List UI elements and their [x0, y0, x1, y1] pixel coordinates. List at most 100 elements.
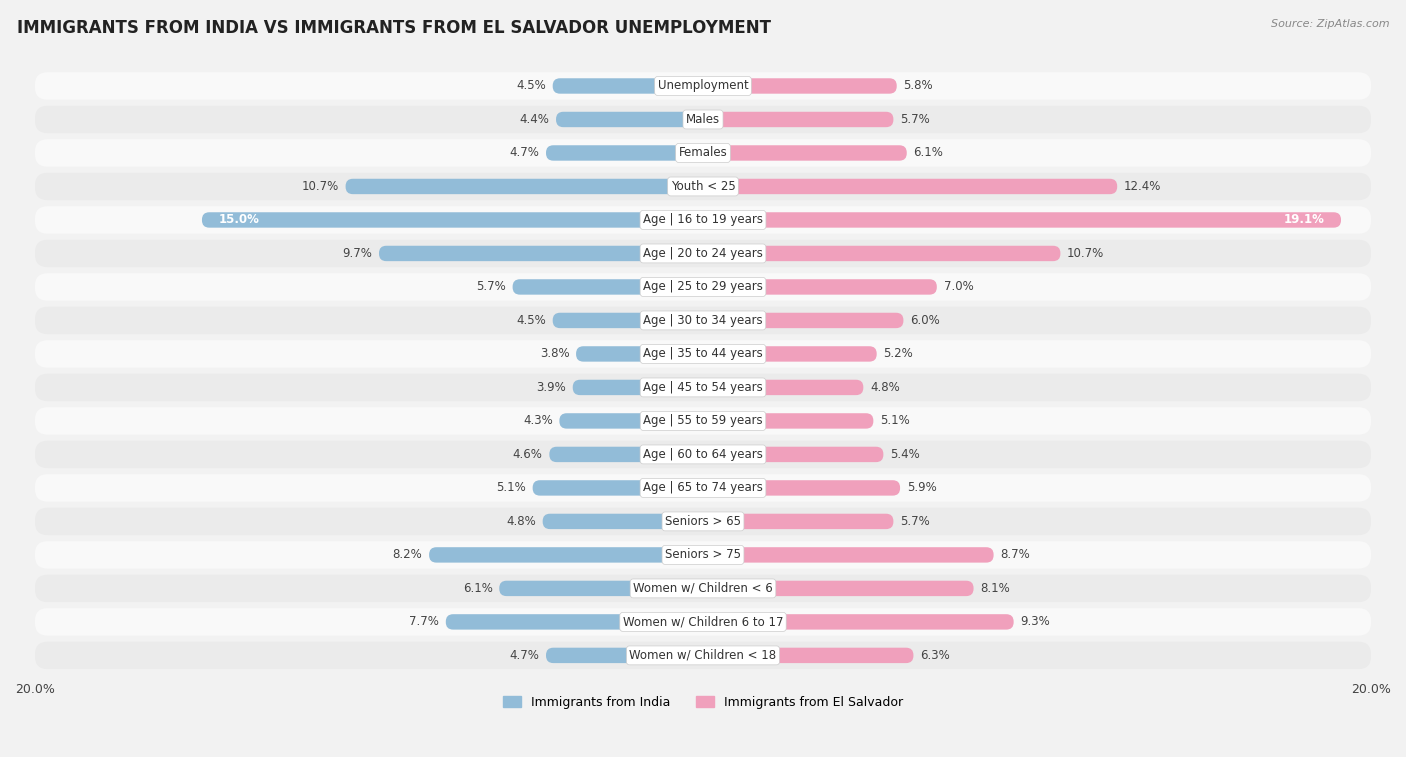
Text: 6.1%: 6.1% — [463, 582, 492, 595]
FancyBboxPatch shape — [35, 206, 1371, 234]
FancyBboxPatch shape — [380, 246, 703, 261]
FancyBboxPatch shape — [35, 474, 1371, 502]
FancyBboxPatch shape — [703, 346, 877, 362]
FancyBboxPatch shape — [35, 508, 1371, 535]
Text: 6.1%: 6.1% — [914, 146, 943, 160]
Text: 7.0%: 7.0% — [943, 280, 973, 294]
Text: 8.1%: 8.1% — [980, 582, 1010, 595]
FancyBboxPatch shape — [533, 480, 703, 496]
Text: Women w/ Children 6 to 17: Women w/ Children 6 to 17 — [623, 615, 783, 628]
FancyBboxPatch shape — [703, 179, 1118, 194]
FancyBboxPatch shape — [202, 212, 703, 228]
Text: 8.2%: 8.2% — [392, 548, 422, 562]
Text: Women w/ Children < 6: Women w/ Children < 6 — [633, 582, 773, 595]
FancyBboxPatch shape — [35, 575, 1371, 602]
Text: 4.5%: 4.5% — [516, 79, 546, 92]
Text: 5.7%: 5.7% — [900, 113, 929, 126]
FancyBboxPatch shape — [35, 374, 1371, 401]
Text: 5.4%: 5.4% — [890, 448, 920, 461]
FancyBboxPatch shape — [553, 313, 703, 328]
Text: Source: ZipAtlas.com: Source: ZipAtlas.com — [1271, 19, 1389, 29]
Text: 19.1%: 19.1% — [1284, 213, 1324, 226]
Text: 4.7%: 4.7% — [509, 146, 540, 160]
Text: 6.0%: 6.0% — [910, 314, 939, 327]
Text: 12.4%: 12.4% — [1123, 180, 1161, 193]
FancyBboxPatch shape — [703, 413, 873, 428]
Text: 5.1%: 5.1% — [496, 481, 526, 494]
FancyBboxPatch shape — [499, 581, 703, 596]
FancyBboxPatch shape — [703, 514, 893, 529]
FancyBboxPatch shape — [513, 279, 703, 294]
Text: Males: Males — [686, 113, 720, 126]
FancyBboxPatch shape — [703, 480, 900, 496]
Text: 4.5%: 4.5% — [516, 314, 546, 327]
FancyBboxPatch shape — [35, 273, 1371, 301]
FancyBboxPatch shape — [703, 145, 907, 160]
FancyBboxPatch shape — [703, 547, 994, 562]
Text: Age | 35 to 44 years: Age | 35 to 44 years — [643, 347, 763, 360]
FancyBboxPatch shape — [35, 72, 1371, 100]
FancyBboxPatch shape — [703, 279, 936, 294]
FancyBboxPatch shape — [35, 240, 1371, 267]
FancyBboxPatch shape — [35, 441, 1371, 468]
Text: 8.7%: 8.7% — [1000, 548, 1031, 562]
Text: 6.3%: 6.3% — [920, 649, 950, 662]
Text: 9.3%: 9.3% — [1021, 615, 1050, 628]
Text: Age | 45 to 54 years: Age | 45 to 54 years — [643, 381, 763, 394]
FancyBboxPatch shape — [703, 648, 914, 663]
FancyBboxPatch shape — [576, 346, 703, 362]
Text: 15.0%: 15.0% — [219, 213, 260, 226]
FancyBboxPatch shape — [703, 614, 1014, 630]
Text: 5.2%: 5.2% — [883, 347, 912, 360]
FancyBboxPatch shape — [550, 447, 703, 462]
FancyBboxPatch shape — [703, 380, 863, 395]
FancyBboxPatch shape — [429, 547, 703, 562]
Text: Age | 65 to 74 years: Age | 65 to 74 years — [643, 481, 763, 494]
Text: IMMIGRANTS FROM INDIA VS IMMIGRANTS FROM EL SALVADOR UNEMPLOYMENT: IMMIGRANTS FROM INDIA VS IMMIGRANTS FROM… — [17, 19, 770, 37]
FancyBboxPatch shape — [35, 407, 1371, 435]
FancyBboxPatch shape — [572, 380, 703, 395]
Text: 10.7%: 10.7% — [1067, 247, 1104, 260]
FancyBboxPatch shape — [553, 78, 703, 94]
Text: Age | 25 to 29 years: Age | 25 to 29 years — [643, 280, 763, 294]
FancyBboxPatch shape — [35, 106, 1371, 133]
FancyBboxPatch shape — [346, 179, 703, 194]
Text: 3.8%: 3.8% — [540, 347, 569, 360]
FancyBboxPatch shape — [35, 173, 1371, 200]
Text: 9.7%: 9.7% — [343, 247, 373, 260]
FancyBboxPatch shape — [560, 413, 703, 428]
FancyBboxPatch shape — [35, 139, 1371, 167]
FancyBboxPatch shape — [543, 514, 703, 529]
FancyBboxPatch shape — [35, 340, 1371, 368]
Text: 4.8%: 4.8% — [870, 381, 900, 394]
Text: 4.6%: 4.6% — [513, 448, 543, 461]
Text: Seniors > 75: Seniors > 75 — [665, 548, 741, 562]
FancyBboxPatch shape — [35, 541, 1371, 569]
Text: 3.9%: 3.9% — [536, 381, 567, 394]
Text: 10.7%: 10.7% — [302, 180, 339, 193]
Text: Age | 16 to 19 years: Age | 16 to 19 years — [643, 213, 763, 226]
Text: 7.7%: 7.7% — [409, 615, 439, 628]
FancyBboxPatch shape — [703, 112, 893, 127]
Text: 5.7%: 5.7% — [900, 515, 929, 528]
FancyBboxPatch shape — [703, 581, 973, 596]
Text: 5.9%: 5.9% — [907, 481, 936, 494]
Text: Age | 30 to 34 years: Age | 30 to 34 years — [643, 314, 763, 327]
Text: Females: Females — [679, 146, 727, 160]
FancyBboxPatch shape — [703, 246, 1060, 261]
FancyBboxPatch shape — [446, 614, 703, 630]
Text: Age | 55 to 59 years: Age | 55 to 59 years — [643, 414, 763, 428]
Text: 4.3%: 4.3% — [523, 414, 553, 428]
FancyBboxPatch shape — [35, 642, 1371, 669]
FancyBboxPatch shape — [546, 145, 703, 160]
Text: 4.4%: 4.4% — [519, 113, 550, 126]
FancyBboxPatch shape — [555, 112, 703, 127]
FancyBboxPatch shape — [703, 313, 904, 328]
Text: Age | 60 to 64 years: Age | 60 to 64 years — [643, 448, 763, 461]
Text: 5.8%: 5.8% — [904, 79, 934, 92]
FancyBboxPatch shape — [703, 212, 1341, 228]
Legend: Immigrants from India, Immigrants from El Salvador: Immigrants from India, Immigrants from E… — [498, 691, 908, 714]
FancyBboxPatch shape — [546, 648, 703, 663]
Text: Unemployment: Unemployment — [658, 79, 748, 92]
Text: Youth < 25: Youth < 25 — [671, 180, 735, 193]
